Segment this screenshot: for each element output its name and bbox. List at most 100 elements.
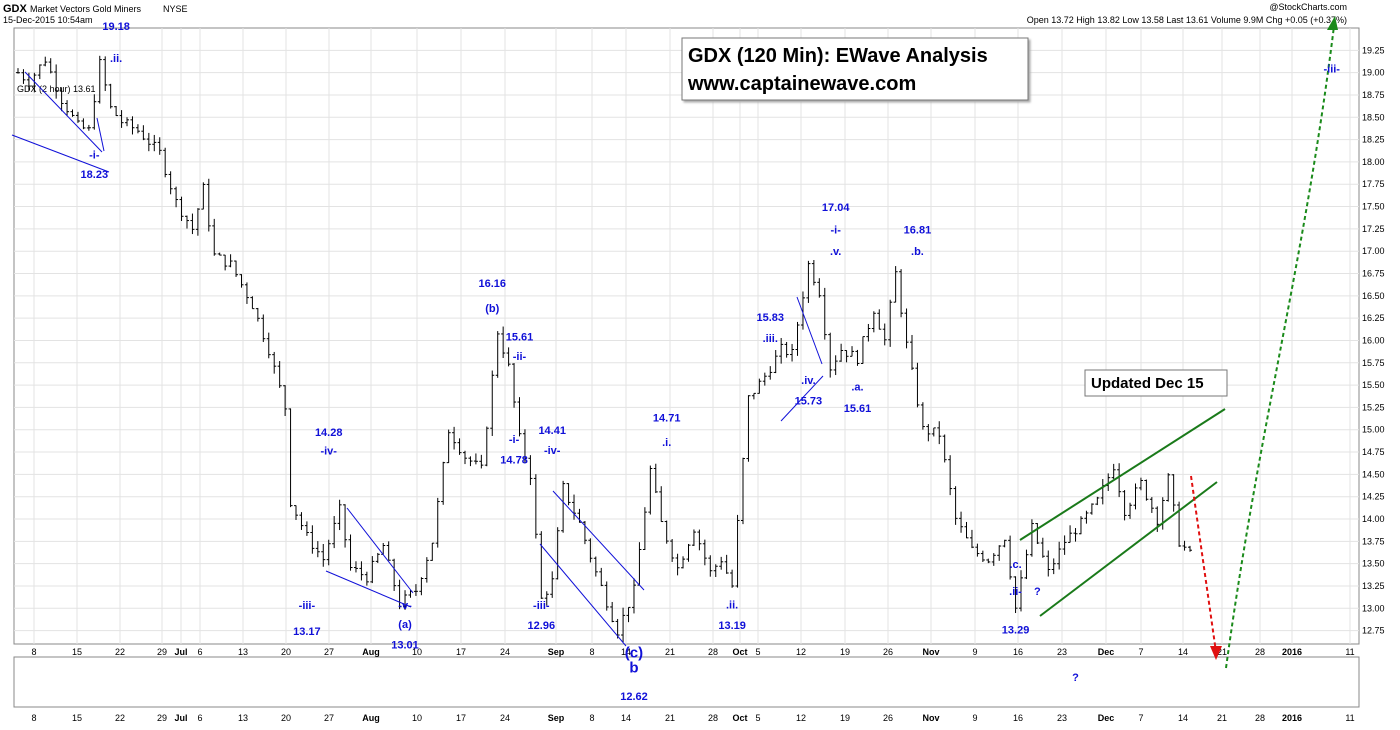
ohlc-bar — [1051, 558, 1056, 575]
wave-label: -i- — [89, 149, 100, 161]
y-tick-label: 13.25 — [1362, 581, 1385, 591]
ohlc-bar — [490, 370, 495, 436]
price-panel — [13, 27, 1360, 645]
ohlc-bar — [21, 69, 26, 84]
ohlc-bar — [1149, 497, 1154, 513]
ohlc-bar — [65, 100, 70, 117]
x-tick-label: 26 — [883, 713, 893, 723]
ohlc-bar — [686, 543, 691, 562]
x-tick-label: 8 — [31, 713, 36, 723]
ohlc-bar — [359, 561, 364, 581]
ohlc-bar — [1177, 501, 1182, 547]
wedge-line-1 — [24, 71, 103, 153]
wave-label: .iv. — [801, 375, 815, 387]
wave-label: 15.61 — [844, 403, 872, 415]
wave-label: 17.04 — [822, 202, 850, 214]
y-tick-label: 18.75 — [1362, 90, 1385, 100]
x-axis-upper: 8 15 22 29 Jul 6 13 20 27 Aug 10 17 24 Sep 8 14 21 28 Oct 5… — [31, 647, 1354, 657]
wave-label-big: (c) — [625, 644, 643, 661]
ohlc-bar — [157, 137, 162, 155]
ohlc-bar — [582, 520, 587, 545]
x-tick-label: 11 — [1345, 713, 1354, 723]
ohlc-bar — [512, 363, 517, 408]
x-tick-label: 7 — [1138, 647, 1143, 657]
ohlc-bar — [975, 543, 980, 557]
red-projection — [1190, 475, 1217, 653]
wave-label: -iv- — [544, 445, 561, 457]
ohlc-bar — [506, 347, 511, 367]
ohlc-bar — [495, 331, 500, 378]
ohlc-bar — [920, 402, 925, 430]
x-tick-label: 8 — [589, 713, 594, 723]
updated-box: Updated Dec 15 — [1084, 369, 1228, 397]
wedge-line-6 — [552, 490, 645, 591]
wedge-line-8 — [796, 296, 823, 365]
ohlc-bar — [152, 134, 157, 152]
ohlc-bar — [1068, 525, 1073, 543]
ohlc-bar — [261, 314, 266, 343]
ohlc-bar — [272, 351, 277, 374]
ohlc-bar — [926, 424, 931, 442]
ohlc-bar — [1062, 535, 1067, 555]
x-tick-label: Oct — [732, 713, 747, 723]
y-tick-label: 14.75 — [1362, 447, 1385, 457]
x-tick-label: 20 — [281, 647, 291, 657]
x-tick-label: Aug — [362, 713, 380, 723]
ohlc-bar — [228, 254, 233, 268]
wave-label: 14.41 — [538, 425, 566, 437]
ohlc-bar — [1073, 528, 1078, 542]
y-tick-label: 13.00 — [1362, 603, 1385, 613]
ohlc-bar — [1046, 550, 1051, 577]
ohlc-bar — [626, 606, 631, 623]
x-tick-label: 10 — [412, 647, 422, 657]
ohlc-bar — [675, 553, 680, 576]
wave-label: -v- — [398, 600, 412, 612]
ohlc-bar — [768, 366, 773, 380]
x-tick-label: 8 — [31, 647, 36, 657]
y-tick-label: 15.75 — [1362, 358, 1385, 368]
ohlc-bar — [337, 499, 342, 531]
wedge-line-2 — [11, 134, 110, 173]
x-tick-label: 14 — [1178, 647, 1188, 657]
wave-labels: 19.18 .ii. -i- 18.23 14.28 -iv- -iii- 13.17 -v- (… — [81, 21, 1341, 677]
ohlc-bar — [468, 456, 473, 467]
ohlc-bar — [599, 567, 604, 587]
ohlc-bar — [430, 542, 435, 561]
wave-label: -i- — [830, 224, 841, 236]
ohlc-bar — [37, 64, 42, 80]
wave-label: 13.01 — [391, 639, 419, 651]
ohlc-bar — [931, 427, 936, 437]
x-tick-label: 13 — [238, 647, 248, 657]
ohlc-bar — [1095, 496, 1100, 506]
x-tick-label: 22 — [115, 647, 125, 657]
ohlc-bar — [566, 483, 571, 506]
ohlc-bar — [1171, 474, 1176, 512]
channel-lower — [1039, 481, 1218, 617]
ohlc-bar — [773, 350, 778, 374]
ohlc-bar — [59, 87, 64, 112]
y-tick-label: 17.25 — [1362, 224, 1385, 234]
ohlc-bar — [294, 505, 299, 520]
ohlc-bar — [1057, 541, 1062, 570]
wave-label: 12.96 — [528, 620, 556, 632]
x-tick-label: 10 — [412, 713, 422, 723]
ohlc-bar — [746, 395, 751, 462]
ohlc-bar — [522, 429, 527, 463]
x-tick-label: 21 — [665, 713, 675, 723]
ohlc-bar — [1008, 535, 1013, 580]
x-tick-label: 28 — [708, 713, 718, 723]
ohlc-bar — [250, 296, 255, 310]
x-tick-label: 20 — [281, 713, 291, 723]
title-line-1: GDX (120 Min): EWave Analysis — [688, 45, 988, 67]
wave-label: 15.83 — [756, 312, 784, 324]
x-tick-label: 28 — [708, 647, 718, 657]
ohlc-bar — [904, 308, 909, 349]
ohlc-bar — [653, 463, 658, 494]
ohlc-bar — [621, 607, 626, 643]
ohlc-bar — [648, 465, 653, 515]
x-tick-label: 7 — [1138, 713, 1143, 723]
x-tick-label: 6 — [197, 647, 202, 657]
wave-label: ? — [1034, 586, 1041, 598]
x-tick-label: 26 — [883, 647, 893, 657]
y-tick-label: 15.50 — [1362, 380, 1385, 390]
